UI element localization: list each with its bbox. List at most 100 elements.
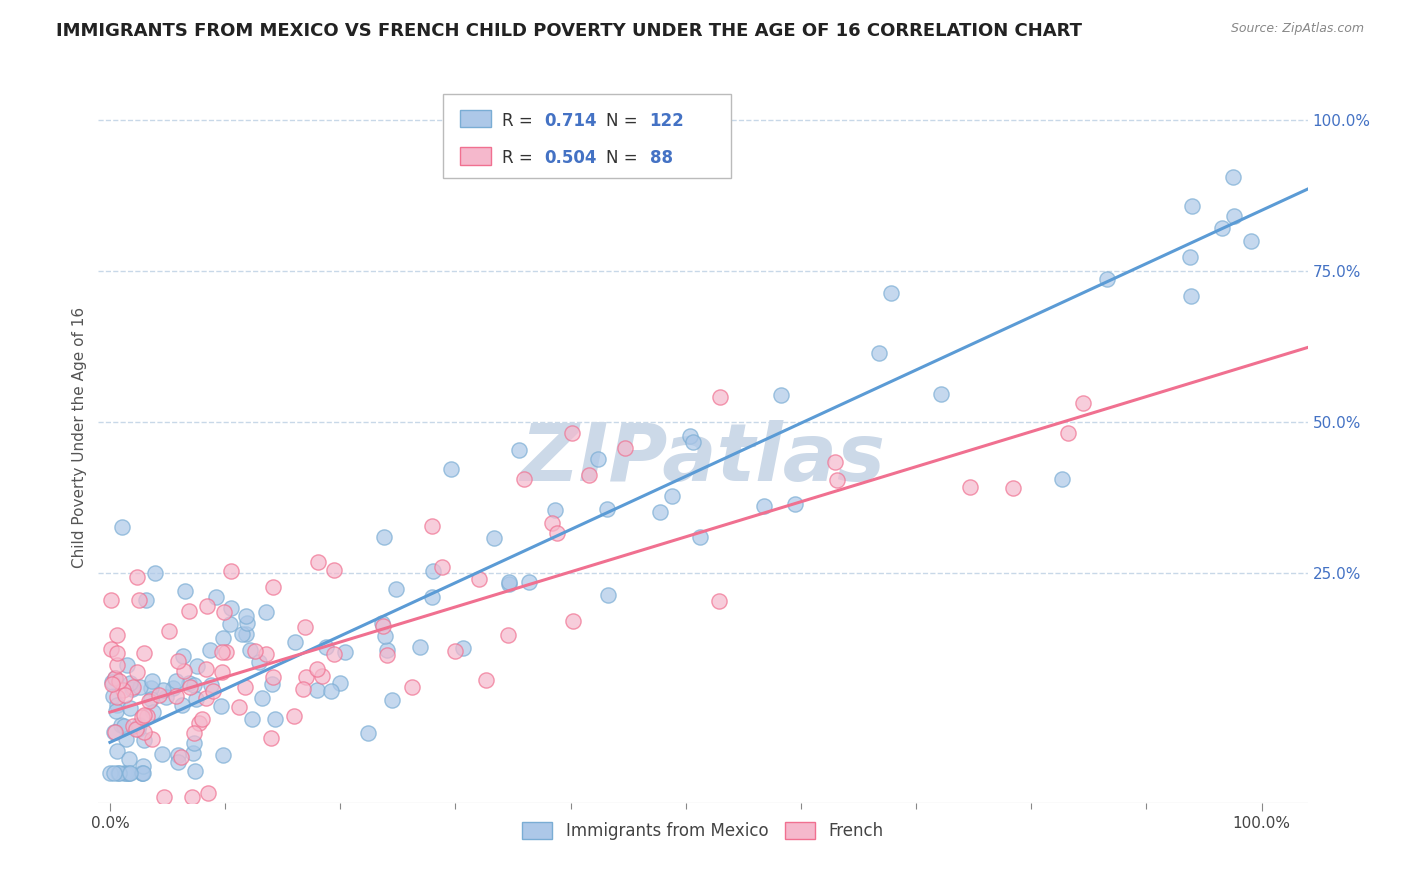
Point (105, 698, 128, 712)
Point (162, 681, 184, 695)
Point (167, 654, 190, 668)
Point (183, 736, 205, 750)
Point (121, 682, 143, 697)
Point (181, 789, 204, 804)
Point (929, 387, 952, 401)
Point (139, 681, 162, 695)
Y-axis label: Child Poverty Under the Age of 16: Child Poverty Under the Age of 16 (72, 307, 87, 567)
Point (371, 615, 394, 630)
Point (468, 572, 491, 586)
Point (197, 786, 219, 800)
Point (1002, 481, 1025, 495)
Point (194, 690, 217, 705)
Point (409, 640, 432, 654)
Point (121, 680, 143, 694)
Point (482, 531, 505, 545)
Point (422, 564, 444, 578)
Point (205, 591, 228, 605)
Legend: Immigrants from Mexico, French: Immigrants from Mexico, French (516, 815, 890, 847)
Point (1211, 221, 1233, 235)
Point (375, 642, 398, 657)
Point (451, 640, 474, 655)
Point (420, 519, 443, 533)
Point (357, 726, 380, 740)
Point (678, 429, 700, 443)
Point (440, 462, 463, 476)
Point (373, 619, 395, 633)
Point (824, 455, 846, 469)
Point (104, 671, 127, 685)
Point (231, 627, 253, 641)
Point (200, 678, 222, 692)
Point (105, 690, 128, 705)
Point (546, 526, 568, 541)
Point (315, 640, 337, 654)
Point (209, 698, 232, 713)
Point (104, 724, 127, 739)
Point (132, 759, 155, 773)
Point (508, 443, 530, 458)
Point (135, 708, 157, 723)
Point (129, 680, 152, 694)
Point (613, 442, 636, 456)
Point (131, 765, 153, 780)
Point (323, 563, 346, 577)
Point (868, 345, 890, 359)
Point (381, 692, 404, 706)
Point (498, 577, 520, 591)
Text: IMMIGRANTS FROM MEXICO VS FRENCH CHILD POVERTY UNDER THE AGE OF 16 CORRELATION C: IMMIGRANTS FROM MEXICO VS FRENCH CHILD P… (56, 22, 1083, 40)
Point (294, 620, 316, 634)
Point (120, 700, 142, 714)
Point (707, 594, 730, 608)
Point (128, 718, 150, 732)
Point (132, 707, 155, 722)
Point (166, 674, 188, 689)
Point (118, 765, 141, 780)
Point (825, 474, 848, 488)
Point (596, 502, 619, 516)
Point (235, 609, 257, 624)
Point (650, 505, 672, 519)
Point (195, 599, 218, 614)
Point (150, 747, 173, 762)
Point (110, 718, 132, 732)
Point (112, 719, 135, 733)
Point (184, 692, 207, 706)
Point (333, 645, 356, 659)
Point (112, 682, 135, 697)
Point (329, 675, 352, 690)
Point (115, 658, 138, 673)
Point (135, 592, 157, 607)
Point (1056, 426, 1078, 441)
Point (239, 642, 262, 657)
Point (186, 659, 208, 673)
Point (141, 673, 163, 688)
Point (103, 725, 125, 739)
Point (167, 755, 190, 769)
Point (578, 467, 600, 482)
Point (183, 725, 205, 739)
Point (375, 648, 398, 662)
Point (1180, 289, 1202, 303)
Point (128, 592, 150, 607)
Text: R =: R = (502, 149, 538, 167)
Point (107, 673, 129, 688)
Point (262, 669, 284, 683)
Point (170, 698, 193, 712)
Point (183, 678, 205, 692)
Point (262, 677, 284, 691)
Point (157, 624, 180, 639)
Point (114, 732, 136, 747)
Point (105, 705, 128, 719)
Point (219, 601, 242, 615)
Point (323, 648, 346, 662)
Point (319, 683, 342, 698)
Point (131, 765, 153, 780)
Point (498, 574, 520, 589)
Point (228, 700, 250, 714)
Text: Source: ZipAtlas.com: Source: ZipAtlas.com (1230, 22, 1364, 36)
Text: R =: R = (502, 112, 538, 129)
Point (215, 645, 238, 659)
Point (132, 725, 155, 739)
Point (148, 688, 170, 702)
